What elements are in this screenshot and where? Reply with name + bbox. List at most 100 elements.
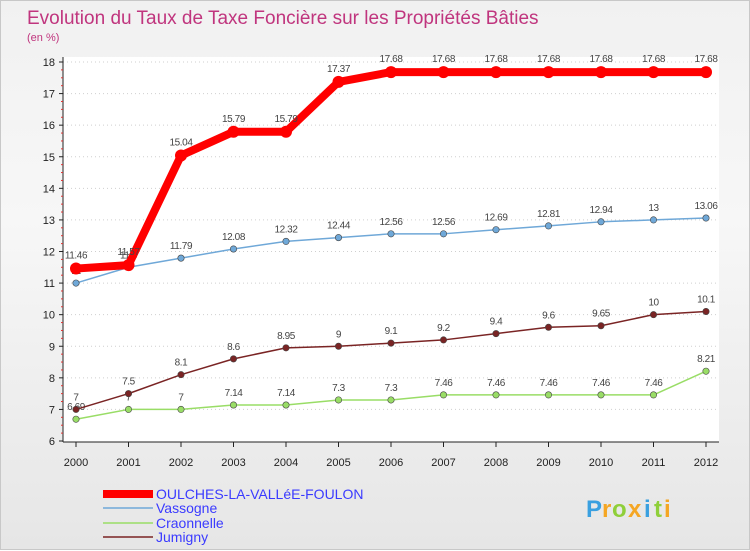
data-point [177,405,185,413]
data-point [70,262,82,275]
data-label: 12.08 [222,232,246,243]
data-point [72,279,80,287]
data-point [387,396,395,404]
data-point [439,391,447,399]
series-0: 11.46 11.57 15.04 15.79 15.79 17.37 17.68 17.68… [65,54,719,275]
x-tick-label: 2011 [642,457,666,469]
data-point [492,226,500,234]
y-tick-label: 16 [43,120,55,132]
data-label: 8.6 [227,342,241,353]
data-label: 12.56 [432,217,456,228]
data-point [544,222,552,230]
data-label: 7 [178,392,184,403]
logo-letter: i [664,496,671,523]
data-label: 13.06 [694,201,718,212]
data-point [230,401,238,409]
x-tick-label: 2012 [694,457,718,469]
data-point [282,401,290,409]
data-label: 12.69 [484,213,508,224]
logo-letter: r [602,496,611,523]
data-label: 7 [73,392,79,403]
data-point [387,230,395,238]
data-point [492,330,500,338]
chart-title: Evolution du Taux de Taxe Foncière sur l… [27,8,539,29]
data-label: 17.68 [642,54,666,65]
y-tick-label: 8 [49,373,55,385]
data-label: 7.46 [435,378,454,389]
data-label: 11.79 [170,241,193,252]
y-tick-label: 7 [49,404,55,416]
data-point [649,216,657,224]
x-tick-label: 2007 [431,457,455,469]
legend-label: Jumigny [156,529,208,545]
data-point [647,66,660,79]
data-point [437,66,450,79]
data-point [702,214,710,222]
y-tick-label: 18 [43,57,55,69]
data-label: 15.04 [169,137,193,148]
series-3: 7 7.5 8.1 8.6 8.95 9 9.1 9.2 9.4 9.6 9.65 10 10.1 [72,295,716,413]
data-point [334,234,342,242]
x-tick-label: 2001 [116,457,140,469]
x-tick-label: 2005 [326,457,350,469]
logo-letter: x [628,496,642,523]
axes: 6 7 8 9 10 11 12 13 14 15 16 17 18 2000 2001 2002 2003 20… [43,57,719,469]
data-point [177,371,185,379]
data-point [177,254,185,262]
data-point [282,237,290,245]
data-point [649,311,657,319]
data-point [334,342,342,350]
data-label: 17.68 [379,54,403,65]
data-point [702,308,710,316]
series-1: 1111.511.7912.0812.3212.4412.5612.5612.6… [71,201,719,287]
data-point [439,230,447,238]
data-point [439,336,447,344]
data-point [490,66,502,79]
data-label: 9.1 [385,326,399,337]
data-label: 17.68 [589,54,613,65]
data-label: 15.79 [222,114,246,125]
data-label: 12.32 [274,224,298,235]
data-point [700,66,712,79]
x-tick-label: 2008 [484,457,508,469]
legend: OULCHES-LA-VALLéE-FOULONVassogneCraonnel… [103,486,363,545]
data-label: 7.14 [225,388,244,399]
data-label: 9.2 [437,323,451,334]
chart-subtitle: (en %) [27,32,59,44]
data-label: 12.81 [537,209,561,220]
legend-label: OULCHES-LA-VALLéE-FOULON [156,486,363,502]
data-label: 7.3 [332,383,346,394]
data-point [175,149,187,162]
data-label: 17.68 [537,54,561,65]
data-label: 7.46 [645,378,664,389]
data-label: 7.3 [385,383,399,394]
x-tick-label: 2002 [169,457,193,469]
data-label: 17.68 [484,54,508,65]
data-label: 7.46 [592,378,611,389]
data-label: 17.37 [327,64,351,75]
data-label: 11.57 [117,247,140,258]
x-tick-label: 2006 [379,457,403,469]
logo-letter: t [654,496,662,523]
data-point [230,355,238,363]
data-point [385,66,397,79]
data-label: 12.56 [379,217,403,228]
data-point [72,415,80,423]
data-point [649,391,657,399]
data-point [544,391,552,399]
data-point [227,125,240,138]
data-point [597,322,605,330]
data-label: 8.95 [277,331,296,342]
data-label: 9 [336,329,342,340]
series-2: 6.69777.147.147.37.37.467.467.467.467.46… [67,354,716,423]
data-point [387,339,395,347]
data-label: 7.5 [122,377,136,388]
data-point [125,405,133,413]
y-tick-label: 9 [49,341,55,353]
data-label: 9.65 [592,309,611,320]
data-point [542,66,555,79]
data-point [595,66,607,79]
